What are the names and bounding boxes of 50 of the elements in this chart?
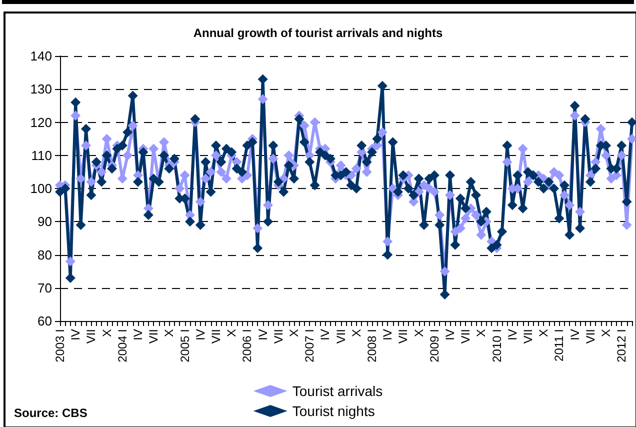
- y-tick-label: 100: [30, 181, 52, 196]
- x-tick-label: X: [536, 329, 551, 338]
- x-tick-label: 2011 I: [552, 329, 566, 362]
- x-tick-label: 2010 I: [490, 329, 504, 362]
- x-tick-label: VII: [458, 329, 473, 344]
- x-tick-label: IV: [443, 329, 457, 340]
- x-tick-label: VII: [271, 329, 286, 344]
- y-tick-label: 60: [38, 314, 52, 328]
- y-tick-label: 110: [31, 148, 52, 163]
- x-tick-label: 2004 I: [115, 329, 130, 362]
- legend-label: Tourist nights: [292, 403, 375, 419]
- x-tick-label: IV: [568, 329, 582, 340]
- x-tick-label: VII: [396, 329, 410, 344]
- x-tick-label: IV: [256, 329, 270, 340]
- y-tick-label: 90: [38, 214, 52, 230]
- y-tick-label: 120: [30, 114, 52, 130]
- x-tick-label: 2006 I: [240, 329, 254, 362]
- x-tick-label: IV: [131, 329, 145, 340]
- x-tick-label: X: [349, 329, 364, 338]
- x-tick-label: X: [287, 329, 301, 338]
- x-tick-label: 2003 I: [53, 329, 67, 362]
- x-tick-label: 2005 I: [178, 329, 192, 362]
- x-tick-label: X: [412, 329, 426, 338]
- x-tick-label: VII: [521, 329, 535, 344]
- x-tick-label: X: [224, 329, 239, 338]
- y-tick-label: 80: [38, 247, 52, 262]
- x-tick-label: X: [162, 329, 176, 338]
- x-tick-label: VII: [209, 329, 223, 344]
- x-tick-label: IV: [380, 329, 395, 340]
- x-tick-label: 2007 I: [302, 329, 317, 362]
- source-note: Source: CBS: [14, 406, 88, 420]
- x-tick-label: 2009 I: [427, 329, 442, 362]
- y-tick-label: 70: [38, 280, 52, 296]
- x-tick-label: 2012 I: [614, 329, 629, 362]
- x-tick-label: X: [100, 329, 114, 338]
- x-tick-label: IV: [505, 329, 520, 340]
- y-tick-label: 140: [30, 48, 52, 64]
- x-tick-label: VII: [334, 329, 348, 344]
- legend-label: Tourist arrivals: [292, 383, 383, 399]
- chart-title: Annual growth of tourist arrivals and nights: [193, 26, 443, 40]
- x-tick-label: IV: [193, 329, 208, 340]
- x-tick-label: X: [599, 329, 613, 338]
- x-tick-label: VII: [84, 329, 98, 344]
- x-tick-label: VII: [146, 329, 161, 344]
- x-tick-label: VII: [583, 329, 598, 344]
- y-tick-label: 130: [30, 82, 52, 97]
- x-tick-label: IV: [68, 329, 83, 340]
- x-tick-label: 2008 I: [365, 329, 379, 362]
- x-tick-label: X: [474, 329, 488, 338]
- x-tick-label: IV: [318, 329, 332, 340]
